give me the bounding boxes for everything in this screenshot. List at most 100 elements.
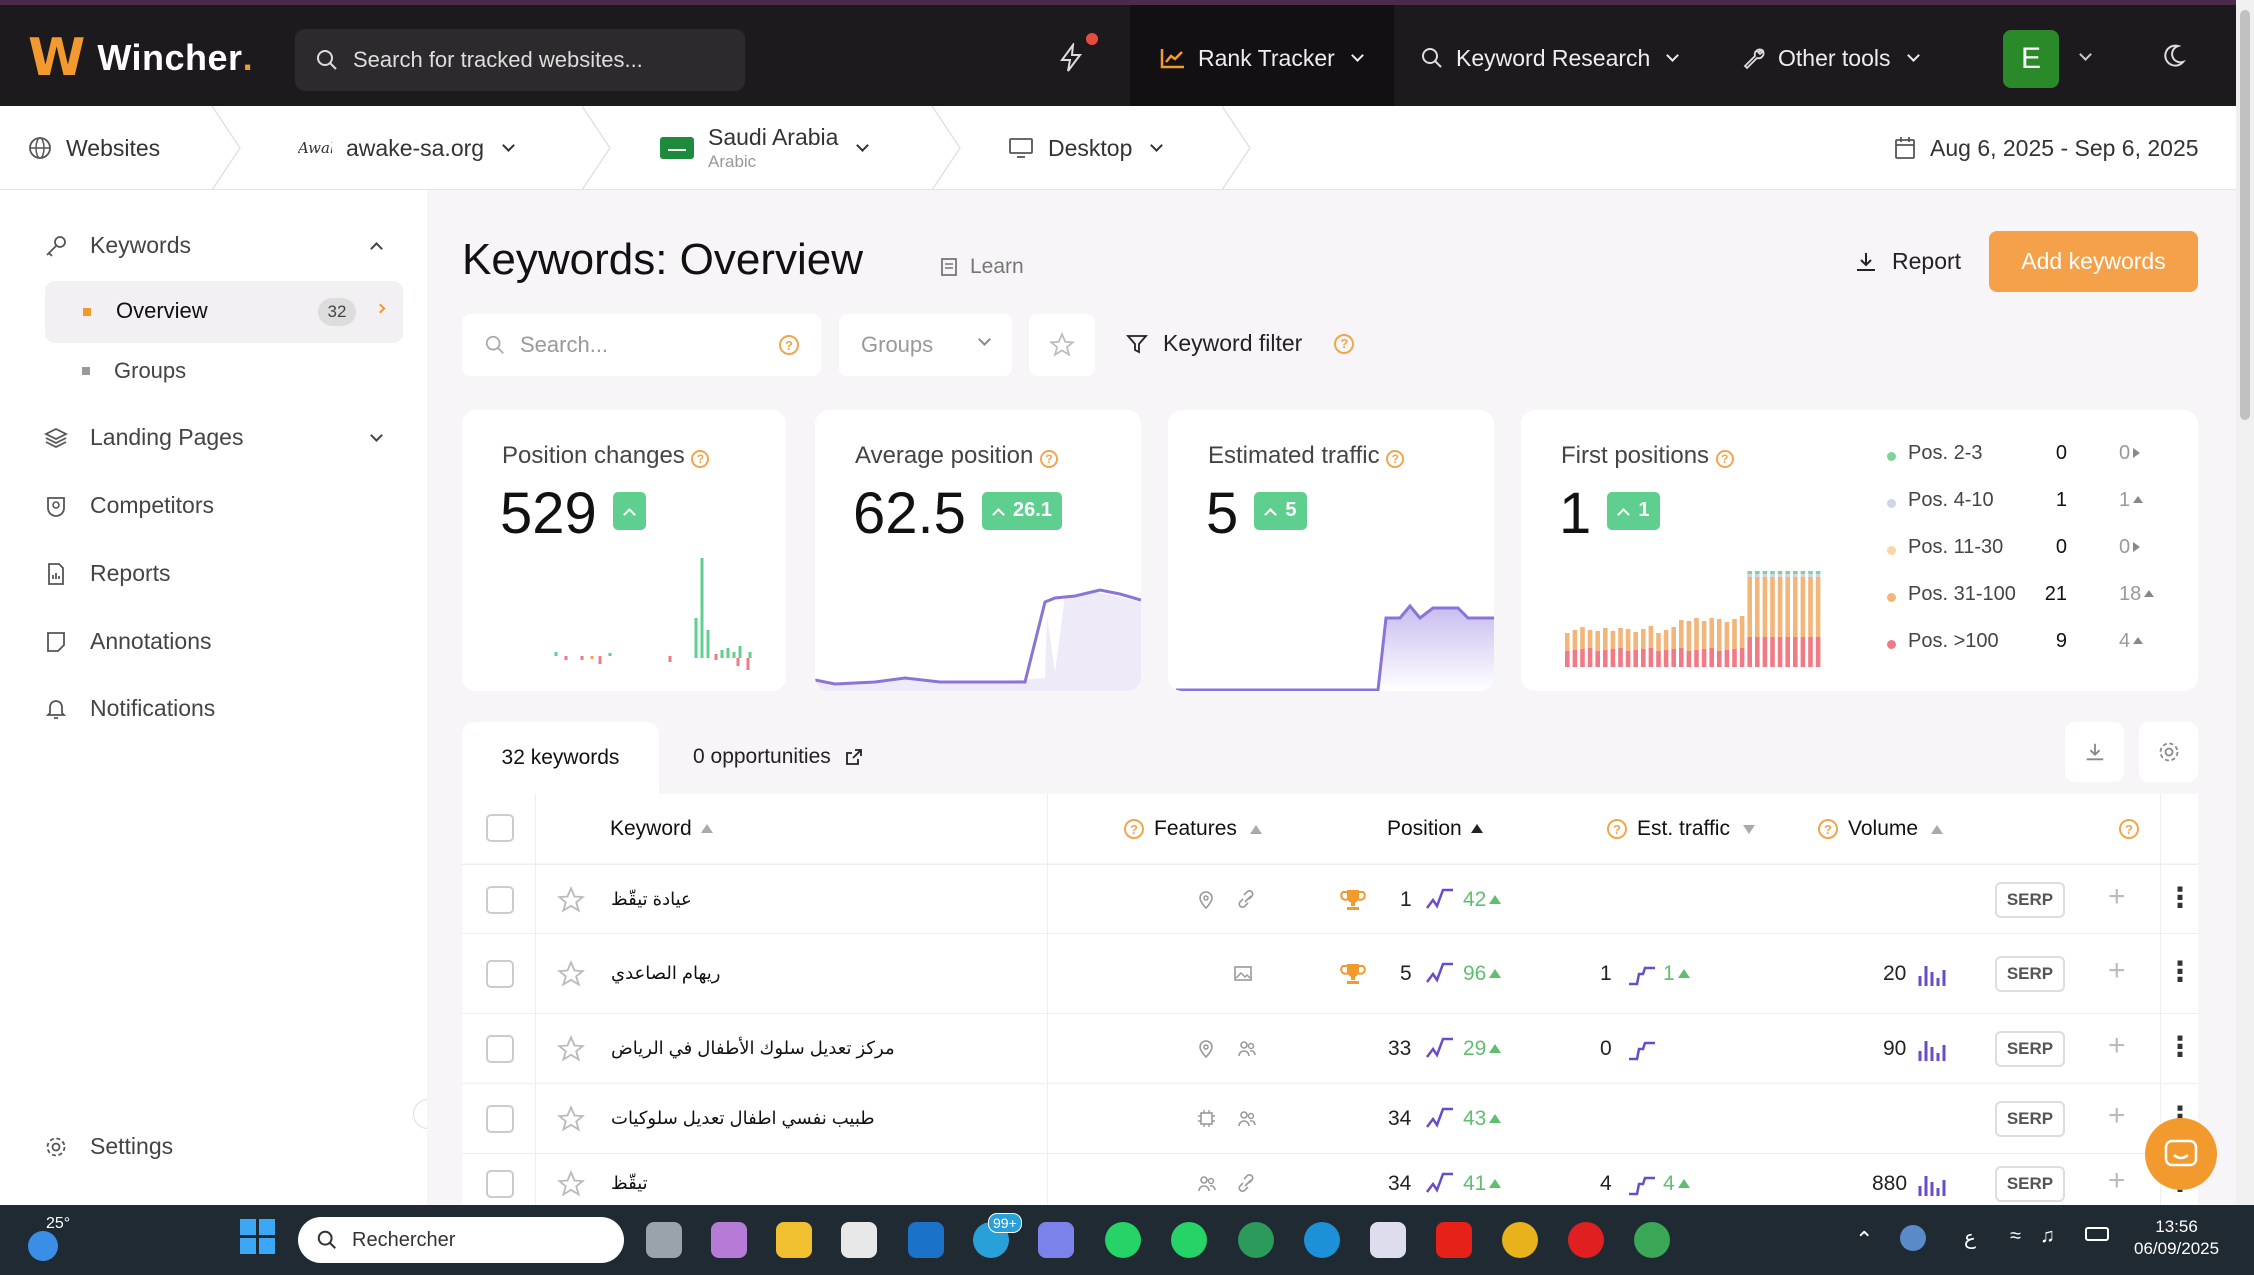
start-button[interactable]	[240, 1219, 275, 1254]
notifications-bolt-button[interactable]	[1058, 33, 1098, 78]
row-checkbox[interactable]	[486, 1035, 514, 1063]
volume-bars-icon[interactable]	[1917, 1172, 1947, 1198]
position-trend-icon[interactable]	[1425, 1035, 1455, 1063]
star-icon[interactable]	[557, 960, 585, 988]
volume-bars-icon[interactable]	[1917, 962, 1947, 988]
file-explorer-icon[interactable]	[776, 1222, 812, 1258]
add-keywords-button[interactable]: Add keywords	[1989, 231, 2198, 292]
header-keyword[interactable]: Keyword	[610, 817, 713, 841]
whatsapp-icon[interactable]	[1171, 1222, 1207, 1258]
row-menu-icon[interactable]: ⋮	[2166, 881, 2194, 913]
help-icon[interactable]: ?	[1715, 450, 1734, 468]
support-chat-button[interactable]	[2145, 1118, 2217, 1190]
groups-dropdown[interactable]: Groups	[839, 314, 1012, 376]
header-position[interactable]: Position	[1387, 817, 1483, 841]
account-chevron-down-icon[interactable]	[2079, 48, 2092, 61]
onedrive-icon[interactable]	[1900, 1225, 1926, 1251]
sidebar-item-keywords[interactable]: Keywords	[44, 232, 384, 259]
sidebar-item-competitors[interactable]: Competitors	[44, 492, 214, 519]
table-row[interactable]: مركز تعديل سلوك الأطفال في الرياض 33 29 0 90…	[462, 1013, 2198, 1084]
teams-icon[interactable]	[1038, 1222, 1074, 1258]
taskbar-search[interactable]: Rechercher	[298, 1217, 624, 1263]
opera-icon[interactable]	[1568, 1222, 1604, 1258]
table-settings-button[interactable]	[2139, 722, 2198, 782]
serp-button[interactable]: SERP	[1995, 1031, 2065, 1067]
sidebar-item-reports[interactable]: Reports	[44, 560, 171, 587]
breadcrumb-country-selector[interactable]: Saudi Arabia Arabic	[660, 106, 870, 190]
app-icon[interactable]	[1238, 1222, 1274, 1258]
wincher-logo[interactable]: W Wincher.	[28, 28, 254, 88]
add-to-group-icon[interactable]: +	[2108, 1164, 2126, 1197]
dark-mode-toggle[interactable]	[2162, 43, 2186, 74]
people-icon[interactable]	[1197, 1174, 1217, 1194]
star-icon[interactable]	[557, 885, 585, 914]
breadcrumb-websites[interactable]: Websites	[28, 106, 160, 190]
row-menu-icon[interactable]: ⋮	[2166, 956, 2194, 987]
sidebar-item-notifications[interactable]: Notifications	[44, 695, 215, 722]
header-features[interactable]: ? Features	[1124, 817, 1262, 841]
serp-button[interactable]: SERP	[1995, 956, 2065, 992]
help-icon[interactable]: ?	[1334, 333, 1355, 354]
help-icon[interactable]: ?	[1386, 450, 1405, 468]
keyword-text[interactable]: عيادة تيقّظ	[611, 888, 692, 909]
serp-button[interactable]: SERP	[1995, 881, 2065, 918]
learn-link[interactable]: Learn	[940, 255, 1024, 279]
keyword-search-input[interactable]: Search... ?	[462, 314, 821, 376]
position-trend-icon[interactable]	[1425, 960, 1455, 988]
report-button[interactable]: Report	[1854, 248, 1961, 275]
sidebar-item-groups[interactable]: Groups	[82, 358, 186, 384]
serp-button[interactable]: SERP	[1995, 1101, 2065, 1137]
outlook-icon[interactable]	[908, 1222, 944, 1258]
export-button[interactable]	[2065, 722, 2124, 782]
header-est-traffic[interactable]: ? Est. traffic	[1607, 817, 1755, 841]
star-icon[interactable]	[557, 1105, 585, 1133]
copilot-icon[interactable]	[711, 1222, 747, 1258]
row-checkbox[interactable]	[486, 960, 514, 988]
table-row[interactable]: طبيب نفسي اطفال تعديل سلوكيات 34 43 SERP + ⋮	[462, 1083, 2198, 1154]
help-icon[interactable]: ?	[1040, 450, 1059, 468]
scrollbar-thumb[interactable]	[2240, 10, 2250, 420]
chip-icon[interactable]	[1197, 1109, 1217, 1129]
user-avatar[interactable]: E	[2003, 30, 2059, 88]
position-trend-icon[interactable]	[1425, 1105, 1455, 1133]
clock[interactable]: 13:56 06/09/2025	[2134, 1216, 2219, 1260]
input-language-indicator[interactable]: ع	[1964, 1227, 1976, 1249]
nav-rank-tracker[interactable]: Rank Tracker	[1130, 5, 1394, 111]
sidebar-item-annotations[interactable]: Annotations	[44, 628, 211, 655]
tracked-websites-search-input[interactable]: Search for tracked websites...	[295, 29, 745, 91]
edge-icon[interactable]	[1304, 1222, 1340, 1258]
pin-icon[interactable]	[1197, 890, 1217, 910]
traffic-trend-icon[interactable]	[1627, 1039, 1657, 1061]
people-icon[interactable]	[1237, 1039, 1257, 1059]
link-icon[interactable]	[1237, 889, 1257, 910]
battery-icon[interactable]	[2085, 1227, 2109, 1241]
people-icon[interactable]	[1237, 1109, 1257, 1129]
sidebar-item-landing-pages[interactable]: Landing Pages	[44, 424, 384, 451]
tab-keywords[interactable]: 32 keywords	[462, 722, 659, 794]
nav-other-tools[interactable]: Other tools	[1742, 5, 1920, 111]
serp-button[interactable]: SERP	[1995, 1166, 2065, 1202]
add-to-group-icon[interactable]: +	[2108, 879, 2126, 913]
youtube-icon[interactable]	[1436, 1222, 1472, 1258]
keyword-text[interactable]: طبيب نفسي اطفال تعديل سلوكيات	[611, 1108, 875, 1128]
sidebar-item-overview[interactable]: Overview 32	[45, 281, 403, 343]
nav-keyword-research[interactable]: Keyword Research	[1420, 5, 1680, 111]
store-icon[interactable]	[841, 1222, 877, 1258]
tab-opportunities[interactable]: 0 opportunities	[693, 745, 863, 769]
help-icon[interactable]: ?	[691, 450, 710, 468]
keyword-text[interactable]: تيقّظ	[611, 1173, 648, 1193]
keyword-text[interactable]: ريهام الصاعدي	[611, 963, 721, 983]
traffic-trend-icon[interactable]	[1627, 964, 1657, 986]
table-row[interactable]: ريهام الصاعدي 5 96 1 1 20 SERP + ⋮	[462, 933, 2198, 1014]
capcut-icon[interactable]	[1370, 1222, 1406, 1258]
row-checkbox[interactable]	[486, 1105, 514, 1133]
header-volume[interactable]: ? Volume	[1818, 817, 1944, 841]
chrome-profile-icon[interactable]	[1634, 1222, 1670, 1258]
table-row[interactable]: عيادة تيقّظ 1 42 SERP + ⋮	[462, 864, 2198, 934]
add-to-group-icon[interactable]: +	[2108, 1099, 2126, 1132]
link-icon[interactable]	[1237, 1174, 1257, 1194]
keyword-text[interactable]: مركز تعديل سلوك الأطفال في الرياض	[611, 1038, 895, 1058]
traffic-trend-icon[interactable]	[1627, 1174, 1657, 1196]
keyword-filter-button[interactable]: Keyword filter ?	[1125, 330, 1355, 357]
